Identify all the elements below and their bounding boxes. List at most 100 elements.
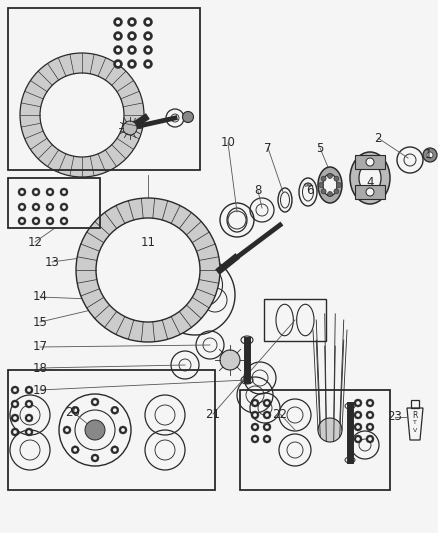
Circle shape	[60, 188, 68, 196]
Circle shape	[265, 401, 269, 405]
Circle shape	[71, 446, 79, 454]
Circle shape	[144, 31, 152, 41]
Circle shape	[263, 435, 271, 443]
Circle shape	[354, 435, 362, 443]
Bar	[355, 155, 385, 169]
Circle shape	[354, 411, 362, 419]
Circle shape	[146, 20, 150, 24]
Circle shape	[65, 428, 69, 432]
Circle shape	[130, 48, 134, 52]
Circle shape	[74, 408, 77, 412]
Circle shape	[34, 205, 38, 209]
Text: 13: 13	[45, 255, 60, 269]
Text: 1: 1	[424, 149, 432, 161]
Circle shape	[91, 398, 99, 406]
Circle shape	[321, 189, 326, 194]
Circle shape	[32, 203, 40, 211]
Circle shape	[321, 176, 326, 181]
Circle shape	[130, 34, 134, 38]
Circle shape	[368, 413, 372, 417]
Circle shape	[71, 406, 79, 414]
Text: 14: 14	[32, 290, 47, 303]
Circle shape	[25, 386, 33, 394]
Circle shape	[13, 430, 17, 434]
Circle shape	[121, 428, 125, 432]
Circle shape	[76, 198, 220, 342]
Text: 20: 20	[66, 406, 81, 418]
Circle shape	[265, 425, 269, 429]
Circle shape	[123, 121, 137, 135]
Ellipse shape	[350, 152, 390, 204]
Bar	[240, 390, 390, 490]
Circle shape	[318, 418, 342, 442]
Circle shape	[366, 158, 374, 166]
Circle shape	[253, 425, 257, 429]
Circle shape	[328, 174, 332, 179]
Circle shape	[366, 423, 374, 431]
Circle shape	[334, 176, 339, 181]
Bar	[411, 400, 419, 408]
Circle shape	[366, 188, 374, 196]
Circle shape	[220, 350, 240, 370]
Text: 2: 2	[374, 132, 382, 144]
Circle shape	[251, 435, 259, 443]
Text: 15: 15	[32, 316, 47, 328]
Circle shape	[116, 34, 120, 38]
Circle shape	[130, 62, 134, 66]
Circle shape	[113, 408, 117, 412]
Text: 23: 23	[388, 410, 403, 424]
Circle shape	[62, 190, 66, 194]
Circle shape	[27, 388, 31, 392]
Ellipse shape	[323, 174, 337, 196]
Circle shape	[366, 411, 374, 419]
Text: 5: 5	[316, 141, 324, 155]
Circle shape	[40, 73, 124, 157]
Bar	[8, 178, 100, 228]
Circle shape	[74, 448, 77, 451]
Circle shape	[356, 425, 360, 429]
Circle shape	[111, 446, 119, 454]
Circle shape	[11, 414, 19, 422]
Circle shape	[13, 388, 17, 392]
Circle shape	[85, 420, 105, 440]
Circle shape	[25, 414, 33, 422]
Circle shape	[18, 203, 26, 211]
Circle shape	[27, 430, 31, 434]
Circle shape	[34, 190, 38, 194]
Circle shape	[27, 402, 31, 406]
Circle shape	[144, 45, 152, 54]
Circle shape	[20, 219, 24, 223]
Text: 18: 18	[32, 361, 47, 375]
Circle shape	[356, 401, 360, 405]
Circle shape	[119, 426, 127, 434]
Bar	[115, 280, 175, 320]
Circle shape	[113, 18, 123, 27]
Circle shape	[93, 456, 97, 460]
Text: 8: 8	[254, 184, 261, 198]
Circle shape	[34, 219, 38, 223]
Circle shape	[368, 401, 372, 405]
Circle shape	[93, 400, 97, 404]
Circle shape	[354, 399, 362, 407]
Circle shape	[368, 425, 372, 429]
Circle shape	[366, 435, 374, 443]
Text: 4: 4	[366, 176, 374, 190]
Circle shape	[334, 189, 339, 194]
Circle shape	[18, 217, 26, 225]
Circle shape	[96, 218, 200, 322]
Circle shape	[263, 423, 271, 431]
Circle shape	[116, 20, 120, 24]
Text: 7: 7	[264, 141, 272, 155]
Circle shape	[27, 416, 31, 420]
Text: 10: 10	[221, 136, 236, 149]
Circle shape	[144, 18, 152, 27]
Circle shape	[20, 190, 24, 194]
Circle shape	[116, 62, 120, 66]
Bar	[355, 185, 385, 199]
Bar	[264, 299, 326, 341]
Circle shape	[62, 205, 66, 209]
Circle shape	[13, 416, 17, 420]
Circle shape	[368, 437, 372, 441]
Circle shape	[111, 406, 119, 414]
Text: 12: 12	[28, 236, 42, 248]
